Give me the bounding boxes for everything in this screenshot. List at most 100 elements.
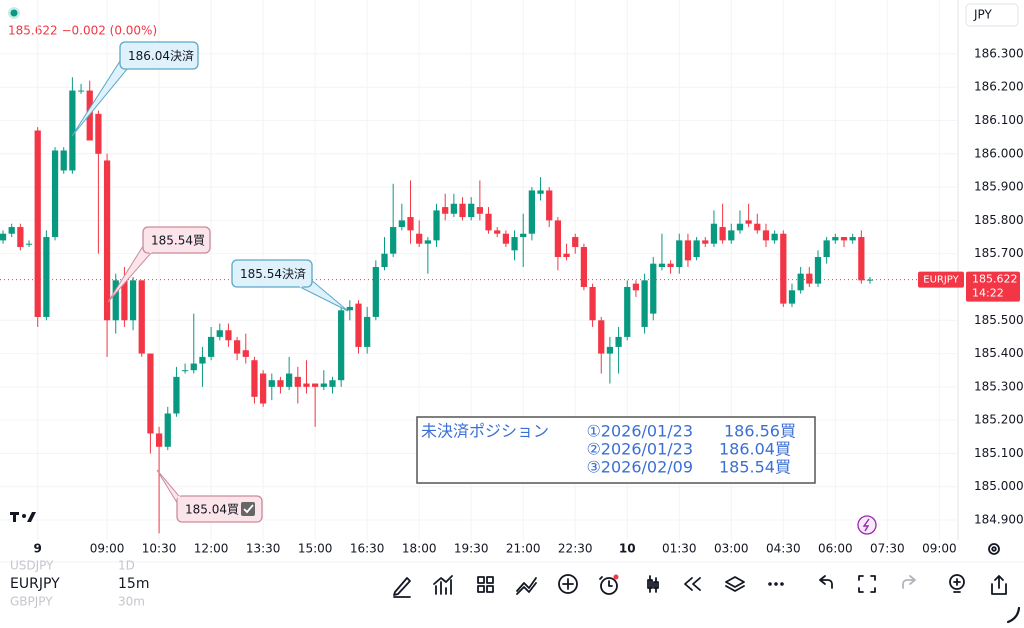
price-change: 185.622 −0.002 (0.00%) <box>8 24 157 38</box>
candle-body <box>199 356 206 364</box>
position-price: 186.04買 <box>719 440 791 459</box>
candle-body <box>702 240 709 244</box>
candle-body <box>260 373 267 404</box>
position-price: 185.54買 <box>719 458 791 477</box>
undo-tool[interactable] <box>819 575 833 589</box>
watchlist-symbol: USDJPY <box>10 559 54 573</box>
candle-body <box>728 230 735 241</box>
candle-body <box>511 237 518 251</box>
candle-body <box>814 257 822 284</box>
x-tick-label: 18:00 <box>402 542 437 556</box>
draw-tool[interactable] <box>393 577 411 598</box>
currency-label: JPY <box>973 8 993 22</box>
x-tick-label: 15:00 <box>298 542 333 556</box>
candle-body <box>658 263 666 268</box>
x-tick-label: 12:00 <box>194 542 229 556</box>
candle-body <box>762 230 770 241</box>
candle-body <box>580 247 588 287</box>
share-tool[interactable] <box>991 575 1007 595</box>
callout-box <box>142 226 211 254</box>
candle-body <box>485 213 492 231</box>
y-tick-label: 184.900 <box>974 513 1024 527</box>
candle-body <box>364 316 371 347</box>
candle-body <box>589 286 596 321</box>
positions-box <box>416 416 816 484</box>
y-tick-label: 186.000 <box>974 146 1024 160</box>
price-tag <box>966 271 1020 302</box>
candle-body <box>355 303 362 347</box>
candle-body <box>8 227 15 234</box>
candle-body <box>494 230 501 234</box>
candle-body <box>242 350 249 357</box>
y-tick-label: 185.800 <box>974 213 1024 227</box>
status-dot <box>10 9 18 17</box>
symbol-tag <box>918 271 964 288</box>
indicators-tool[interactable] <box>433 575 453 595</box>
redo-tool[interactable] <box>902 575 916 589</box>
callout-seam <box>120 57 130 69</box>
candle-body <box>147 353 154 434</box>
candle-body <box>476 207 483 214</box>
candle-body <box>528 190 536 234</box>
candle-body <box>459 203 466 218</box>
x-tick-label: 06:00 <box>818 542 853 556</box>
idea-tool[interactable] <box>949 574 965 593</box>
candle-body <box>858 237 865 281</box>
y-tick-label: 186.100 <box>974 113 1024 127</box>
y-tick-label: 185.000 <box>974 479 1024 493</box>
candle-body <box>268 380 275 387</box>
callout-label: 185.54決済 <box>240 266 306 281</box>
candle-body <box>788 290 796 304</box>
check-mark <box>243 504 254 514</box>
candle-body <box>121 280 128 321</box>
candle-body <box>572 237 579 248</box>
candle-body <box>754 223 761 231</box>
candle-body <box>286 373 293 387</box>
compare-tool[interactable] <box>516 577 537 595</box>
fullscreen-tool[interactable] <box>858 575 876 593</box>
y-tick-label: 186.300 <box>974 46 1024 60</box>
candle-body <box>806 273 813 284</box>
replay-tool[interactable] <box>684 577 701 591</box>
candle-body <box>546 190 553 221</box>
tv-logo <box>10 512 36 522</box>
candle-body <box>719 227 726 241</box>
callout-seam <box>299 278 311 288</box>
candle-body <box>624 286 631 337</box>
x-tick-label: 9 <box>34 542 42 556</box>
candle-body <box>537 190 544 194</box>
candle-body <box>598 320 605 354</box>
candle-body <box>95 113 102 154</box>
chart-type-tool[interactable] <box>647 575 659 593</box>
candle-body <box>520 233 527 238</box>
candle-body <box>77 90 85 92</box>
x-tick-label: 22:30 <box>558 542 593 556</box>
y-tick-label: 185.300 <box>974 379 1024 393</box>
candle-body <box>416 233 423 244</box>
candle-body <box>164 413 171 447</box>
candle-body <box>312 383 319 387</box>
settings-icon[interactable] <box>988 543 1000 555</box>
alert-icon[interactable] <box>857 515 877 535</box>
position-date: ①2026/01/23 <box>586 422 693 441</box>
currency-button[interactable] <box>965 3 1019 27</box>
positions-title: 未決済ポジション <box>421 422 549 441</box>
callout-label: 185.54買 <box>151 234 205 248</box>
layers-tool[interactable] <box>725 576 745 592</box>
candle-body <box>338 310 345 381</box>
more-tool[interactable] <box>768 582 784 586</box>
x-tick-label: 04:30 <box>766 542 801 556</box>
add-tool[interactable] <box>558 574 578 594</box>
candle-body <box>112 280 119 321</box>
y-tick-label: 185.400 <box>974 346 1024 360</box>
candle-body <box>17 227 24 248</box>
position-price: 186.56買 <box>724 422 796 441</box>
candle-body <box>181 370 189 372</box>
candle-body <box>138 280 145 354</box>
layouts-tool[interactable] <box>477 576 494 593</box>
alarm-tool[interactable] <box>599 574 619 595</box>
watchlist-interval: 30m <box>118 595 145 609</box>
x-tick-label: 19:30 <box>454 542 489 556</box>
position-date: ③2026/02/09 <box>586 458 693 477</box>
